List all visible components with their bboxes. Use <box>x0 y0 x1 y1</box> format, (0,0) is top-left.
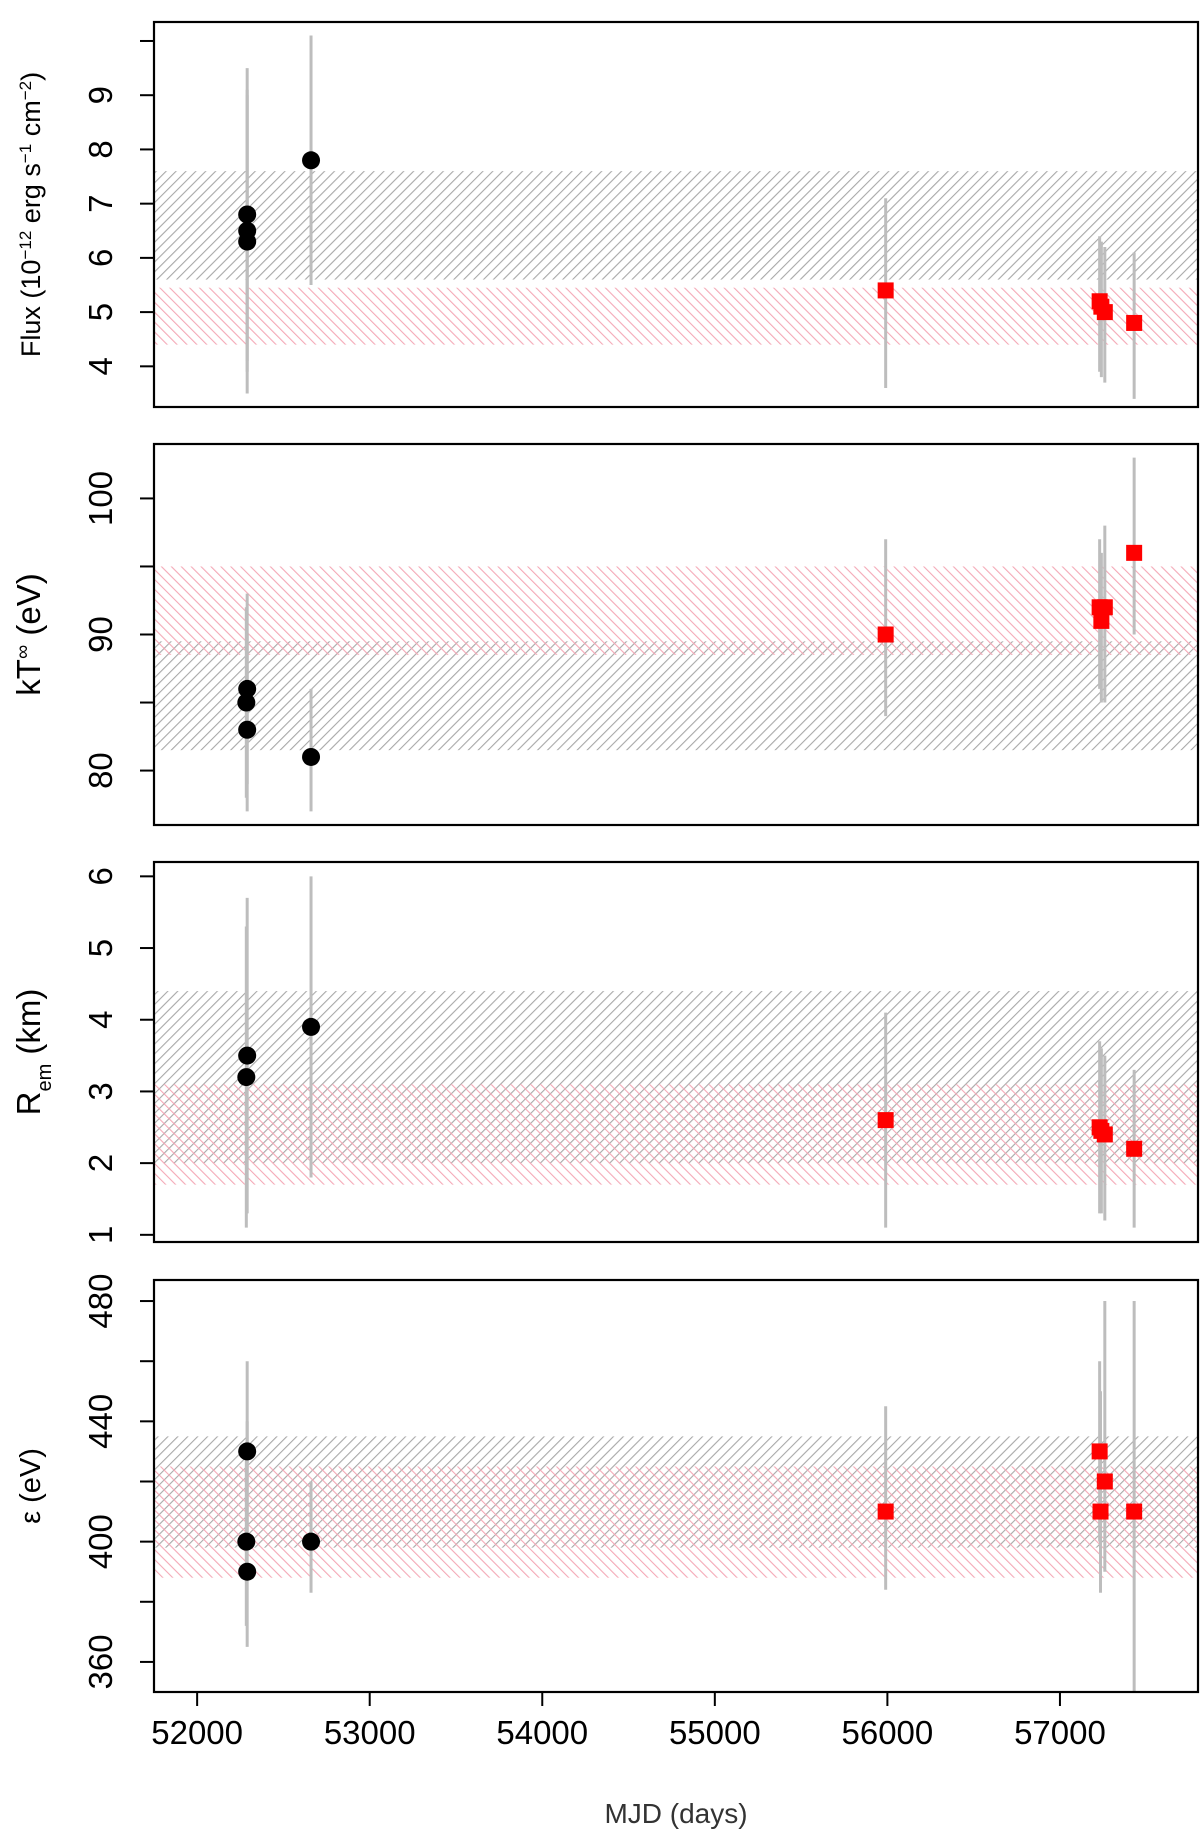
data-point <box>238 679 257 698</box>
y-axis-label: ε (eV) <box>15 1448 47 1524</box>
data-point <box>877 1112 894 1129</box>
data-point <box>1096 1126 1113 1143</box>
data-point <box>877 626 894 643</box>
y-tick-label: 90 <box>82 616 119 653</box>
data-point <box>877 282 894 299</box>
panel-rem: 1 2 3 4 5 6 Rem (km) <box>10 860 1200 1244</box>
y-tick-label: 1 <box>82 1226 119 1244</box>
data-point <box>1096 599 1113 616</box>
y-label-part: −1 <box>16 144 35 163</box>
y-tick-label: 400 <box>82 1514 119 1569</box>
data-point <box>237 1068 256 1087</box>
y-axis-label: kT∞ (eV) <box>10 573 47 695</box>
band-group_a <box>154 171 1198 280</box>
data-point <box>238 1442 257 1461</box>
data-point <box>1126 1140 1143 1157</box>
x-tick-label: 52000 <box>151 1714 243 1751</box>
data-point <box>302 1532 321 1551</box>
data-point <box>1126 544 1143 561</box>
plot-frame <box>152 860 1200 1244</box>
data-point <box>1096 304 1113 321</box>
y-label-part: (km) <box>10 989 47 1064</box>
y-label-part: R <box>10 1092 47 1116</box>
y-label-part: erg s <box>16 163 46 231</box>
data-point <box>238 720 257 739</box>
y-tick-label: 360 <box>82 1634 119 1689</box>
plot-frame <box>152 1278 1200 1694</box>
data-point <box>302 151 321 170</box>
x-tick-label: 55000 <box>669 1714 761 1751</box>
y-tick-label: 5 <box>82 939 119 957</box>
plot-frame <box>152 20 1200 409</box>
band-group_b <box>154 287 1198 345</box>
data-point <box>1126 1503 1143 1520</box>
x-tick-label: 56000 <box>842 1714 934 1751</box>
data-point <box>238 1046 257 1065</box>
y-tick-label: 8 <box>82 140 119 158</box>
band-group_a <box>154 641 1198 751</box>
y-tick-label: 80 <box>82 752 119 789</box>
data-point <box>1126 314 1143 331</box>
y-label-part: kT <box>10 659 47 696</box>
y-label-part: Flux (10 <box>16 260 46 358</box>
panel-flux: 4 5 6 7 8 9 Flux (10−12 erg s−1 cm−2) <box>16 20 1200 409</box>
y-label-part: ∞ <box>12 645 34 659</box>
data-point <box>1093 612 1110 629</box>
panel-eps: 360 400 440 480 ε (eV) 52000 53000 54000 55000 56… <box>15 1274 1200 1751</box>
data-point <box>237 693 256 712</box>
x-tick-label: 57000 <box>1014 1714 1106 1751</box>
y-label-part: cm <box>16 100 46 144</box>
y-tick-label: 2 <box>82 1154 119 1172</box>
data-point <box>877 1503 894 1520</box>
y-label-part: −12 <box>16 231 35 260</box>
data-point <box>1091 1443 1108 1460</box>
band-group_b <box>154 1466 1198 1578</box>
y-tick-label: 7 <box>82 194 119 212</box>
data-point <box>302 1017 321 1036</box>
y-tick-label: 9 <box>82 86 119 104</box>
y-label-part: (eV) <box>10 573 47 645</box>
y-tick-label: 100 <box>82 471 119 526</box>
y-tick-label: 6 <box>82 249 119 267</box>
data-point <box>238 205 257 224</box>
band-group_b <box>154 566 1198 655</box>
x-tick-label: 53000 <box>324 1714 416 1751</box>
data-point <box>238 1562 257 1581</box>
y-axis-label: Rem (km) <box>10 989 56 1116</box>
y-tick-label: 4 <box>82 357 119 375</box>
data-point <box>1096 1473 1113 1490</box>
y-tick-label: 5 <box>82 303 119 321</box>
data-point <box>302 747 321 766</box>
y-label-part: ) <box>16 72 46 81</box>
panel-kt: 80 90 100 kT∞ (eV) <box>10 442 1200 827</box>
y-tick-label: 3 <box>82 1082 119 1100</box>
y-label-part: −2 <box>16 81 35 100</box>
y-label-part: em <box>34 1064 56 1092</box>
data-point <box>1092 1503 1109 1520</box>
x-axis-label: MJD (days) <box>604 1798 747 1829</box>
y-label-part: ε (eV) <box>15 1448 47 1524</box>
x-tick-label: 54000 <box>496 1714 588 1751</box>
y-tick-label: 4 <box>82 1011 119 1029</box>
band-group_b <box>154 1084 1198 1185</box>
y-tick-label: 6 <box>82 867 119 885</box>
data-point <box>238 232 257 251</box>
y-axis-label: Flux (10−12 erg s−1 cm−2) <box>16 72 47 357</box>
y-tick-label: 440 <box>82 1394 119 1449</box>
y-tick-label: 480 <box>82 1274 119 1329</box>
data-point <box>237 1532 256 1551</box>
